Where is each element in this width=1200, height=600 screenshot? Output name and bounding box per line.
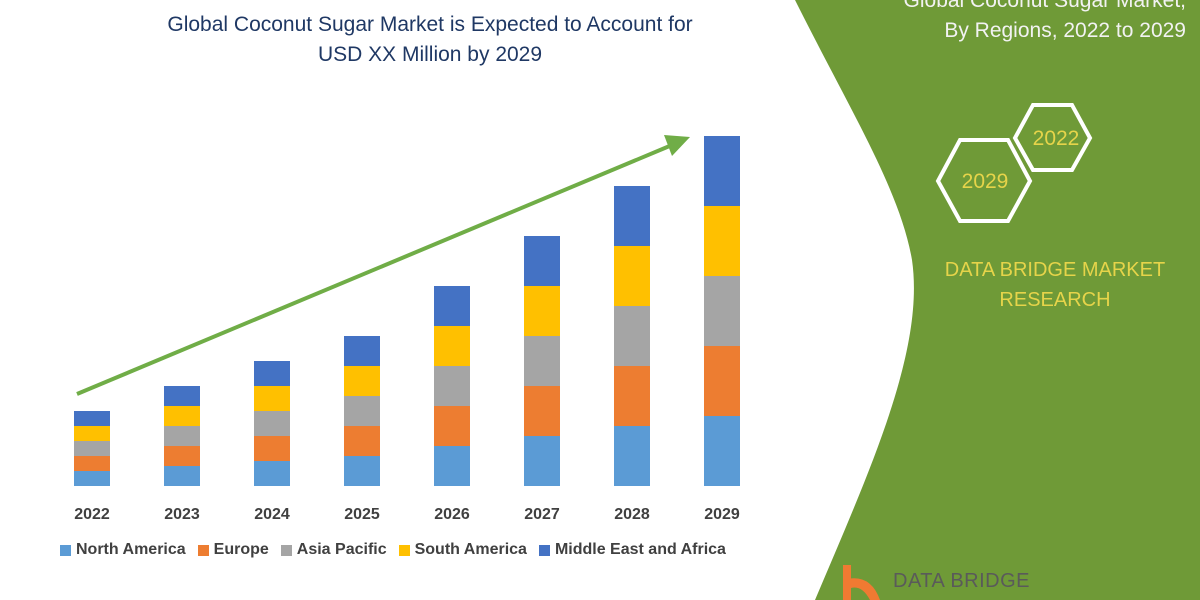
legend-label: South America: [414, 541, 527, 558]
brand-line2: RESEARCH: [999, 289, 1111, 311]
hexagon-2029-label: 2029: [962, 170, 1009, 193]
bar-2025-north-america: [344, 456, 380, 486]
bar-2022-europe: [74, 456, 110, 471]
side-title-line2: By Regions, 2022 to 2029: [944, 19, 1186, 42]
bar-2023-north-america: [164, 466, 200, 486]
chart-title-line2: USD XX Million by 2029: [317, 43, 543, 66]
bar-2022-middle-east-and-africa: [74, 411, 110, 426]
bar-2026-north-america: [434, 446, 470, 486]
bar-2023-europe: [164, 446, 200, 466]
bar-2023-asia-pacific: [164, 426, 200, 446]
bar-2027-south-america: [524, 286, 560, 336]
bar-2028-middle-east-and-africa: [614, 186, 650, 246]
bar-2027-north-america: [524, 436, 560, 486]
legend-item: North America: [60, 541, 186, 559]
bar-2028-europe: [614, 366, 650, 426]
logo-text: DATA BRIDGE: [893, 570, 1031, 592]
legend-swatch: [280, 544, 292, 556]
bar-2025-south-america: [344, 366, 380, 396]
bar-2027-asia-pacific: [524, 336, 560, 386]
bar-2025-europe: [344, 426, 380, 456]
hexagon-2022-label: 2022: [1033, 127, 1080, 150]
bar-2022-asia-pacific: [74, 441, 110, 456]
legend-item: Asia Pacific: [280, 541, 387, 559]
bar-2023-south-america: [164, 406, 200, 426]
x-tick-label: 2026: [434, 506, 470, 523]
trend-arrow: [76, 135, 690, 396]
hexagon-2029: [935, 138, 1033, 223]
legend-swatch: [60, 544, 71, 556]
x-tick-label: 2025: [344, 506, 380, 523]
bar-2029-north-america: [704, 416, 740, 486]
brand-name: DATA BRIDGE MARKET RESEARCH: [925, 255, 1185, 315]
bar-2024-asia-pacific: [254, 411, 290, 436]
legend-item: Middle East and Africa: [538, 541, 726, 559]
x-tick-label: 2022: [74, 506, 110, 523]
bar-2024-north-america: [254, 461, 290, 486]
bar-2026-asia-pacific: [434, 366, 470, 406]
x-axis-labels: 2022 2023 2024 2025 2026 2027 2028 2029: [74, 506, 740, 523]
legend-swatch: [538, 544, 550, 556]
legend-item: South America: [398, 541, 527, 559]
x-tick-label: 2029: [704, 506, 740, 523]
hexagon-2022: [1012, 103, 1093, 172]
legend-label: Europe: [213, 541, 269, 558]
chart-title: Global Coconut Sugar Market is Expected …: [110, 10, 750, 70]
legend-item: Europe: [197, 541, 269, 559]
side-title-line1: Global Coconut Sugar Market,: [903, 0, 1186, 12]
bar-2022-south-america: [74, 426, 110, 441]
bar-2024-south-america: [254, 386, 290, 411]
legend-label: North America: [76, 541, 186, 558]
bar-2028-north-america: [614, 426, 650, 486]
bar-2022-north-america: [74, 471, 110, 486]
bar-2029-asia-pacific: [704, 276, 740, 346]
legend-swatch: [197, 544, 209, 556]
bar-2029-middle-east-and-africa: [704, 136, 740, 206]
legend-swatch: [398, 544, 410, 556]
legend: North America Europe Asia Pacific South Ame…: [60, 541, 726, 559]
bar-2026-middle-east-and-africa: [434, 286, 470, 326]
bar-2026-europe: [434, 406, 470, 446]
x-tick-label: 2028: [614, 506, 650, 523]
side-title: Global Coconut Sugar Market, By Regions,…: [904, 0, 1186, 46]
x-tick-label: 2027: [524, 506, 560, 523]
bar-2026-south-america: [434, 326, 470, 366]
bar-2029-europe: [704, 346, 740, 416]
bar-2025-middle-east-and-africa: [344, 336, 380, 366]
x-tick-label: 2023: [164, 506, 200, 523]
brand-line1: DATA BRIDGE MARKET: [944, 259, 1166, 281]
legend-label: Middle East and Africa: [554, 541, 726, 558]
chart-title-line1: Global Coconut Sugar Market is Expected …: [167, 13, 693, 36]
bar-2024-europe: [254, 436, 290, 461]
bar-2027-middle-east-and-africa: [524, 236, 560, 286]
logo-mark: [843, 565, 880, 600]
bar-2028-south-america: [614, 246, 650, 306]
green-side-panel: [795, 0, 1200, 600]
bar-2027-europe: [524, 386, 560, 436]
bars: [74, 136, 740, 486]
bar-2024-middle-east-and-africa: [254, 361, 290, 386]
legend-label: Asia Pacific: [296, 541, 387, 558]
bar-2028-asia-pacific: [614, 306, 650, 366]
bar-2023-middle-east-and-africa: [164, 386, 200, 406]
x-tick-label: 2024: [254, 506, 290, 523]
bar-2025-asia-pacific: [344, 396, 380, 426]
bar-2029-south-america: [704, 206, 740, 276]
